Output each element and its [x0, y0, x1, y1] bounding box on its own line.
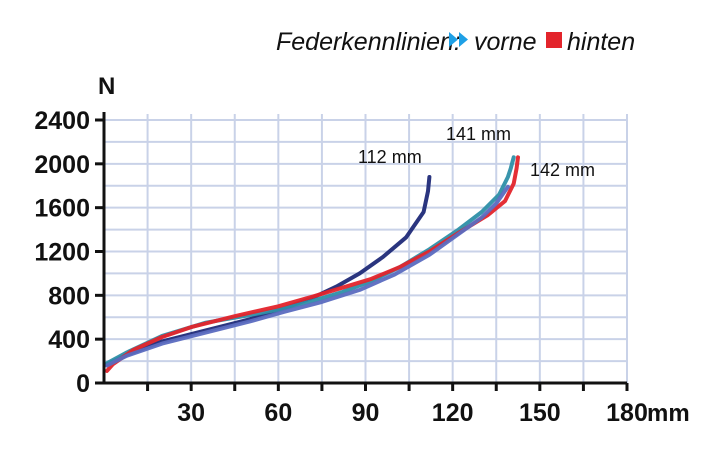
y-tick-label: 400 [48, 326, 90, 354]
y-tick-label: 2000 [34, 151, 90, 179]
grid [104, 114, 628, 383]
legend-hinten-marker-icon [546, 32, 562, 48]
y-tick-labels: 0 400 800 1200 1600 2000 2400 [34, 107, 90, 398]
x-tick-label: 120 [432, 399, 474, 427]
x-tick-label: 30 [177, 399, 205, 427]
y-tick-label: 0 [76, 370, 90, 398]
x-tick-label: 90 [352, 399, 380, 427]
legend-vorne-marker-icon [449, 32, 468, 47]
legend-title: Federkennlinien: [276, 28, 461, 56]
annotation-141mm: 141 mm [446, 124, 511, 144]
y-tick-label: 2400 [34, 107, 90, 135]
y-tick-label: 800 [48, 282, 90, 310]
y-tick-label: 1200 [34, 239, 90, 267]
series-line-3 [104, 155, 520, 373]
x-tick-labels: 30 60 90 120 150 180 [177, 399, 648, 427]
x-tick-label: 180 [606, 399, 648, 427]
y-tick-label: 1600 [34, 195, 90, 223]
y-unit-label: N [98, 73, 115, 100]
legend-label-hinten: hinten [567, 28, 635, 56]
x-tick-label: 60 [264, 399, 292, 427]
axes [95, 112, 629, 391]
x-tick-label: 150 [519, 399, 561, 427]
series-layer [104, 155, 520, 373]
legend: Federkennlinien: vorne hinten [276, 28, 635, 56]
series-line-4 [104, 184, 510, 368]
legend-label-vorne: vorne [474, 28, 537, 56]
annotation-142mm: 142 mm [530, 160, 595, 180]
series-line-1 [104, 175, 432, 367]
x-unit-label: mm [647, 400, 690, 427]
annotation-112mm: 112 mm [358, 147, 422, 167]
